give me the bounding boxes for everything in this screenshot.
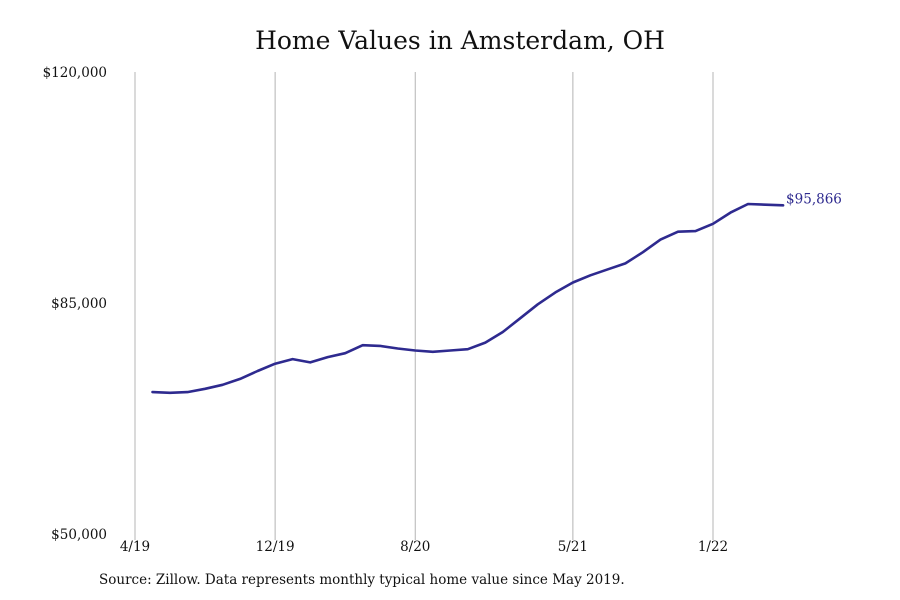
series-layer: $95,866 xyxy=(151,191,842,395)
end-value-label: $95,866 xyxy=(786,191,842,207)
x-axis-ticks: 4/19 12/19 8/20 5/21 1/22 xyxy=(120,539,728,555)
x-tick-label: 4/19 xyxy=(120,539,150,555)
source-note: Source: Zillow. Data represents monthly … xyxy=(99,572,625,588)
y-tick-label: $85,000 xyxy=(51,296,107,312)
x-tick-label: 5/21 xyxy=(558,539,588,555)
y-tick-label: $120,000 xyxy=(43,65,107,81)
y-axis-ticks: $120,000 $85,000 $50,000 xyxy=(43,65,107,543)
series-line xyxy=(151,202,785,395)
x-tick-label: 12/19 xyxy=(256,539,295,555)
grid-lines xyxy=(134,72,714,540)
chart-title: Home Values in Amsterdam, OH xyxy=(255,26,665,55)
y-tick-label: $50,000 xyxy=(51,527,107,543)
x-tick-label: 1/22 xyxy=(698,539,728,555)
x-tick-label: 8/20 xyxy=(400,539,430,555)
